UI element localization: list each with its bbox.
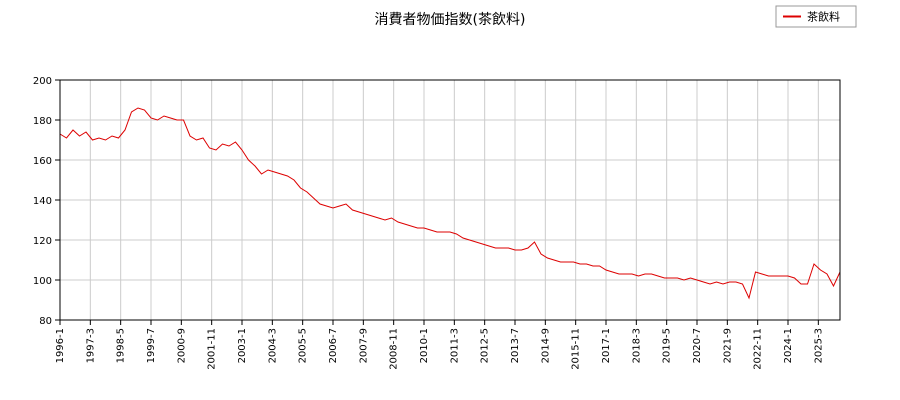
- x-tick-label: 2000-9: [176, 328, 187, 363]
- x-tick-label: 2018-3: [631, 328, 642, 363]
- x-tick-label: 2004-3: [267, 328, 278, 363]
- x-tick-label: 2022-11: [753, 328, 764, 370]
- x-tick-label: 2024-1: [783, 328, 794, 363]
- x-tick-label: 2001-11: [207, 328, 218, 370]
- y-tick-label: 120: [33, 236, 52, 247]
- x-tick-label: 2008-11: [389, 328, 400, 370]
- x-tick-label: 2005-5: [298, 328, 309, 363]
- x-tick-label: 2015-11: [571, 328, 582, 370]
- x-tick-label: 2013-7: [510, 328, 521, 363]
- x-tick-label: 1999-7: [146, 328, 157, 363]
- plot-frame: [59, 79, 841, 321]
- x-tick-label: 2020-7: [692, 328, 703, 363]
- legend: 茶飲料: [775, 5, 857, 28]
- x-tick-label: 1997-3: [85, 328, 96, 363]
- legend-label: 茶飲料: [807, 10, 840, 24]
- y-tick-label: 160: [33, 156, 52, 167]
- x-tick-label: 2012-5: [480, 328, 491, 363]
- x-tick-label: 2003-1: [237, 328, 248, 363]
- legend-box: [775, 5, 857, 28]
- x-tick-label: 2014-9: [540, 328, 551, 363]
- x-tick-label: 2006-7: [328, 328, 339, 363]
- chart-title: 消費者物価指数(茶飲料): [375, 12, 526, 28]
- x-tick-label: 2025-3: [813, 328, 824, 363]
- y-tick-label: 80: [39, 316, 52, 327]
- series-line: [59, 107, 841, 300]
- x-tick-label: 2017-1: [601, 328, 612, 363]
- x-tick-label: 2011-3: [449, 328, 460, 363]
- x-tick-label: 2021-9: [722, 328, 733, 363]
- x-axis: 1996-1 1997-3 1998-5 1999-7 2000-9 2001-11 200…: [55, 320, 824, 370]
- x-tick-label: 2010-1: [419, 328, 430, 363]
- y-axis: 80 100 120 140 160 180 200: [33, 76, 60, 327]
- y-tick-label: 140: [33, 196, 52, 207]
- y-tick-label: 100: [33, 276, 52, 287]
- x-tick-label: 2007-9: [358, 328, 369, 363]
- y-tick-label: 180: [33, 116, 52, 127]
- x-tick-label: 1998-5: [116, 328, 127, 363]
- series-group: [59, 107, 841, 300]
- x-tick-label: 2019-5: [662, 328, 673, 363]
- x-tick-label: 1996-1: [55, 328, 66, 363]
- y-tick-label: 200: [33, 76, 52, 87]
